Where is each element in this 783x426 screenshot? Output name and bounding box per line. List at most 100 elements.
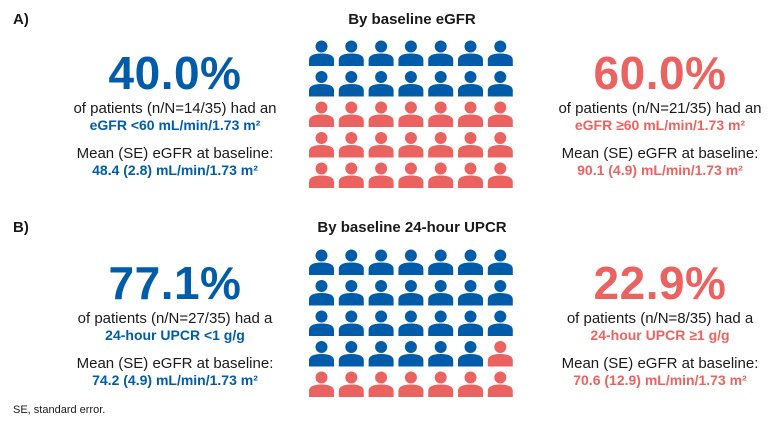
person-icon (309, 371, 334, 397)
person-icon (458, 249, 483, 275)
person-icon (338, 310, 364, 336)
panel-a-right-stats: 60.0% of patients (n/N=21/35) had an eGF… (510, 50, 783, 179)
person-icon (338, 101, 364, 127)
person-icon (458, 162, 483, 188)
category: 24-hour UPCR <1 g/g (105, 327, 245, 343)
person-icon (309, 341, 334, 367)
person-icon (368, 162, 394, 188)
person-icon (487, 40, 513, 66)
person-icon (309, 249, 334, 275)
person-icon (398, 310, 424, 336)
pictograph-upcr (309, 249, 513, 397)
category: eGFR <60 mL/min/1.73 m² (89, 117, 261, 133)
description: of patients (n/N=8/35) had a (566, 310, 754, 327)
category: eGFR ≥60 mL/min/1.73 m² (574, 117, 746, 133)
panel-a-left-stats: 40.0% of patients (n/N=14/35) had an eGF… (25, 50, 325, 179)
person-icon (338, 341, 364, 367)
person-icon (368, 341, 394, 367)
person-icon (368, 101, 394, 127)
description: of patients (n/N=14/35) had an (73, 100, 277, 117)
person-icon (338, 249, 364, 275)
person-icon (487, 341, 513, 367)
person-icon (338, 132, 364, 158)
person-icon (428, 310, 454, 336)
person-icon (458, 341, 483, 367)
person-icon (368, 280, 394, 306)
person-icon (368, 371, 394, 397)
description: of patients (n/N=27/35) had a (77, 310, 273, 327)
person-icon (398, 132, 424, 158)
person-icon (398, 371, 424, 397)
person-icon (368, 249, 394, 275)
person-icon (309, 132, 334, 158)
mean-value: 48.4 (2.8) mL/min/1.73 m² (92, 162, 258, 178)
person-icon (428, 371, 454, 397)
person-icon (309, 40, 334, 66)
person-icon (368, 132, 394, 158)
description: of patients (n/N=21/35) had an (558, 100, 762, 117)
person-icon (309, 162, 334, 188)
mean-value: 90.1 (4.9) mL/min/1.73 m² (577, 162, 743, 178)
person-icon (458, 280, 483, 306)
pictograph-egfr (309, 40, 513, 188)
person-icon (487, 310, 513, 336)
person-icon (487, 71, 513, 97)
mean-label: Mean (SE) eGFR at baseline: (561, 145, 759, 162)
person-icon (309, 310, 334, 336)
mean-label: Mean (SE) eGFR at baseline: (561, 355, 759, 372)
person-icon (368, 40, 394, 66)
person-icon (428, 132, 454, 158)
person-icon (458, 101, 483, 127)
footnote: SE, standard error. (13, 404, 106, 416)
person-icon (428, 162, 454, 188)
person-icon (428, 71, 454, 97)
percentage: 22.9% (593, 257, 727, 309)
person-icon (458, 310, 483, 336)
person-icon (398, 71, 424, 97)
category: 24-hour UPCR ≥1 g/g (590, 327, 730, 343)
person-icon (458, 371, 483, 397)
percentage: 60.0% (593, 47, 727, 99)
panel-b-title: By baseline 24-hour UPCR (317, 219, 507, 236)
person-icon (338, 40, 364, 66)
mean-value: 74.2 (4.9) mL/min/1.73 m² (92, 372, 258, 388)
person-icon (398, 280, 424, 306)
person-icon (368, 310, 394, 336)
person-icon (487, 132, 513, 158)
person-icon (338, 371, 364, 397)
person-icon (338, 162, 364, 188)
person-icon (428, 249, 454, 275)
person-icon (398, 162, 424, 188)
mean-value: 70.6 (12.9) mL/min/1.73 m² (573, 372, 747, 388)
person-icon (398, 40, 424, 66)
person-icon (428, 40, 454, 66)
person-icon (338, 71, 364, 97)
mean-label: Mean (SE) eGFR at baseline: (76, 355, 274, 372)
panel-a-title: By baseline eGFR (348, 11, 476, 28)
percentage: 40.0% (108, 47, 242, 99)
person-icon (428, 341, 454, 367)
person-icon (398, 249, 424, 275)
panel-b-left-stats: 77.1% of patients (n/N=27/35) had a 24-h… (25, 260, 325, 389)
panel-b-right-stats: 22.9% of patients (n/N=8/35) had a 24-ho… (510, 260, 783, 389)
person-icon (309, 280, 334, 306)
person-icon (398, 101, 424, 127)
person-icon (338, 280, 364, 306)
person-icon (458, 40, 483, 66)
person-icon (368, 71, 394, 97)
panel-a-label: A) (13, 11, 29, 28)
person-icon (428, 101, 454, 127)
person-icon (309, 101, 334, 127)
person-icon (487, 162, 513, 188)
person-icon (398, 341, 424, 367)
person-icon (487, 371, 513, 397)
person-icon (309, 71, 334, 97)
panel-b-label: B) (13, 219, 29, 236)
person-icon (458, 132, 483, 158)
person-icon (487, 249, 513, 275)
person-icon (428, 280, 454, 306)
person-icon (487, 101, 513, 127)
person-icon (487, 280, 513, 306)
mean-label: Mean (SE) eGFR at baseline: (76, 145, 274, 162)
percentage: 77.1% (108, 257, 242, 309)
